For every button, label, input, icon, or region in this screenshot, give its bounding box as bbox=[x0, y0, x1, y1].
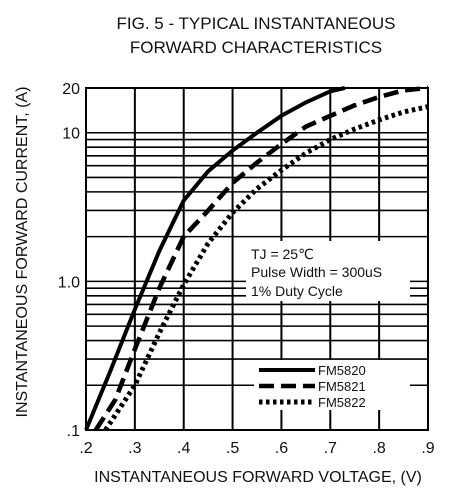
series-line-fm5820 bbox=[84, 86, 346, 431]
x-tick-label: .6 bbox=[275, 440, 288, 457]
annotation-background bbox=[246, 241, 410, 301]
annotation-pulse-width: Pulse Width = 300uS bbox=[251, 264, 382, 280]
chart-title-line-2: FORWARD CHARACTERISTICS bbox=[130, 38, 382, 57]
x-tick-label: .5 bbox=[226, 440, 239, 457]
series-line-fm5822 bbox=[103, 104, 429, 432]
x-tick-label: .4 bbox=[177, 440, 190, 457]
y-tick-labels: .1 1.0 10 20 bbox=[58, 81, 80, 440]
annotation-junction-temp: TJ = 25℃ bbox=[251, 246, 314, 262]
legend-label-fm5820: FM5820 bbox=[318, 363, 366, 378]
x-tick-label: .9 bbox=[421, 440, 434, 457]
series-line-fm5821 bbox=[93, 85, 429, 432]
legend-label-fm5822: FM5822 bbox=[318, 395, 366, 410]
x-axis-title: INSTANTANEOUS FORWARD VOLTAGE, (V) bbox=[94, 469, 422, 486]
chart-title-line-1: FIG. 5 - TYPICAL INSTANTANEOUS bbox=[117, 14, 396, 33]
y-tick-label: .1 bbox=[67, 423, 80, 440]
series-lines bbox=[84, 85, 429, 432]
y-tick-label: 1.0 bbox=[58, 274, 80, 291]
x-tick-label: .2 bbox=[79, 440, 92, 457]
y-tick-label: 10 bbox=[62, 126, 80, 143]
annotation-duty-cycle: 1% Duty Cycle bbox=[251, 283, 343, 299]
x-tick-label: .3 bbox=[128, 440, 141, 457]
plot-frame bbox=[85, 87, 429, 431]
y-axis-title: INSTANTANEOUS FORWARD CURRENT, (A) bbox=[14, 87, 31, 418]
x-tick-label: .7 bbox=[324, 440, 337, 457]
y-tick-label: 20 bbox=[62, 81, 80, 98]
x-tick-label: .8 bbox=[372, 440, 385, 457]
legend-label-fm5821: FM5821 bbox=[318, 379, 366, 394]
x-tick-labels: .2 .3 .4 .5 .6 .7 .8 .9 bbox=[79, 440, 434, 457]
